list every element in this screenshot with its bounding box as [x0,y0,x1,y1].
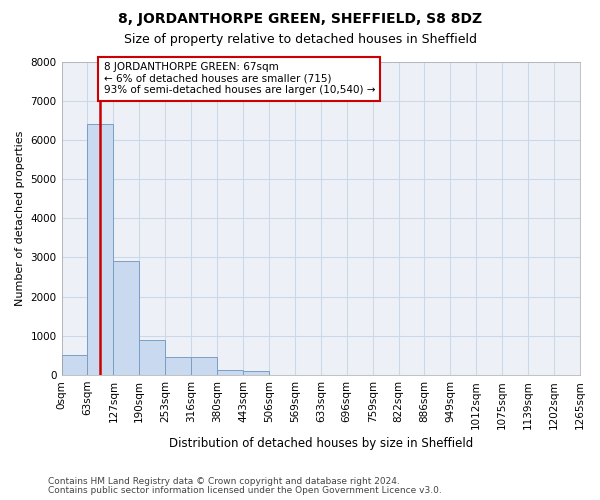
Text: Size of property relative to detached houses in Sheffield: Size of property relative to detached ho… [124,32,476,46]
Bar [243,370,269,375]
Bar [191,358,217,375]
Bar [217,370,243,375]
Bar [113,262,139,375]
X-axis label: Distribution of detached houses by size in Sheffield: Distribution of detached houses by size … [169,437,473,450]
Bar [165,358,191,375]
Bar [88,124,113,375]
Text: 8 JORDANTHORPE GREEN: 67sqm
← 6% of detached houses are smaller (715)
93% of sem: 8 JORDANTHORPE GREEN: 67sqm ← 6% of deta… [104,62,375,96]
Text: Contains HM Land Registry data © Crown copyright and database right 2024.: Contains HM Land Registry data © Crown c… [48,477,400,486]
Text: 8, JORDANTHORPE GREEN, SHEFFIELD, S8 8DZ: 8, JORDANTHORPE GREEN, SHEFFIELD, S8 8DZ [118,12,482,26]
Bar [139,340,165,375]
Y-axis label: Number of detached properties: Number of detached properties [15,130,25,306]
Bar [62,356,88,375]
Text: Contains public sector information licensed under the Open Government Licence v3: Contains public sector information licen… [48,486,442,495]
